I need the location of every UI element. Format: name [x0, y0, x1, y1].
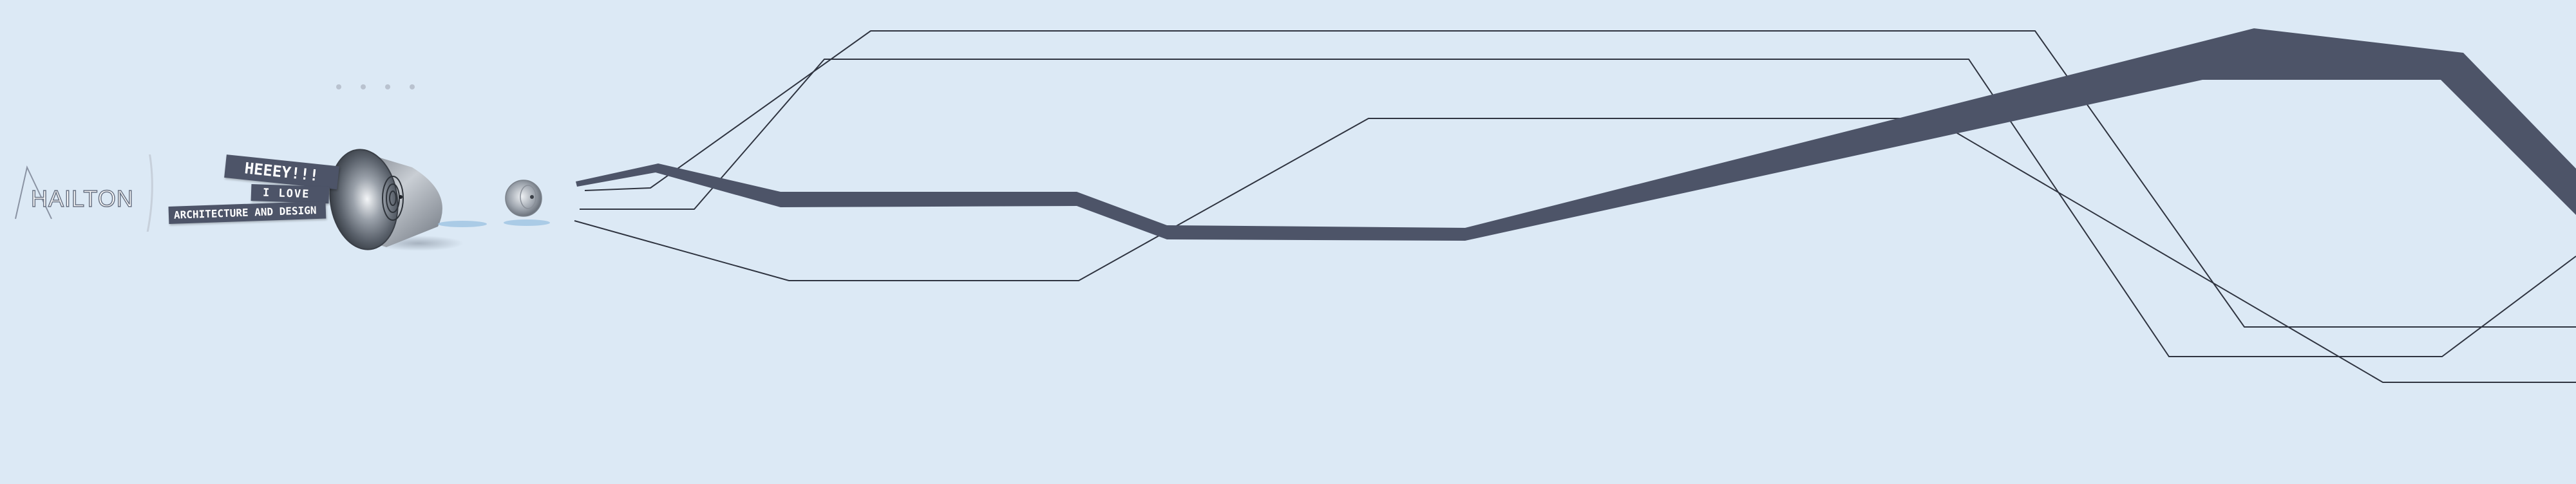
ribbon-band	[576, 28, 2576, 241]
logo-text: HAILTON	[30, 185, 134, 212]
small-can-icon	[505, 180, 542, 217]
puddle-left	[438, 221, 487, 227]
thin-wires	[574, 30, 2576, 383]
tin-can-icon	[329, 149, 442, 250]
nav-dot-2[interactable]	[361, 84, 366, 89]
nav-dot-3[interactable]	[385, 84, 390, 89]
nav-dot-4[interactable]	[410, 84, 415, 89]
nav-dots	[336, 84, 415, 89]
nav-dot-1[interactable]	[336, 84, 341, 89]
triangle-logo-icon	[15, 154, 153, 232]
wire-second	[580, 59, 2576, 357]
love-sign: I LOVE	[251, 184, 330, 204]
puddle-right	[504, 219, 550, 226]
brand-logo[interactable]: HAILTON	[6, 154, 155, 232]
wire-top	[584, 30, 2576, 328]
wire-third	[574, 118, 2576, 383]
